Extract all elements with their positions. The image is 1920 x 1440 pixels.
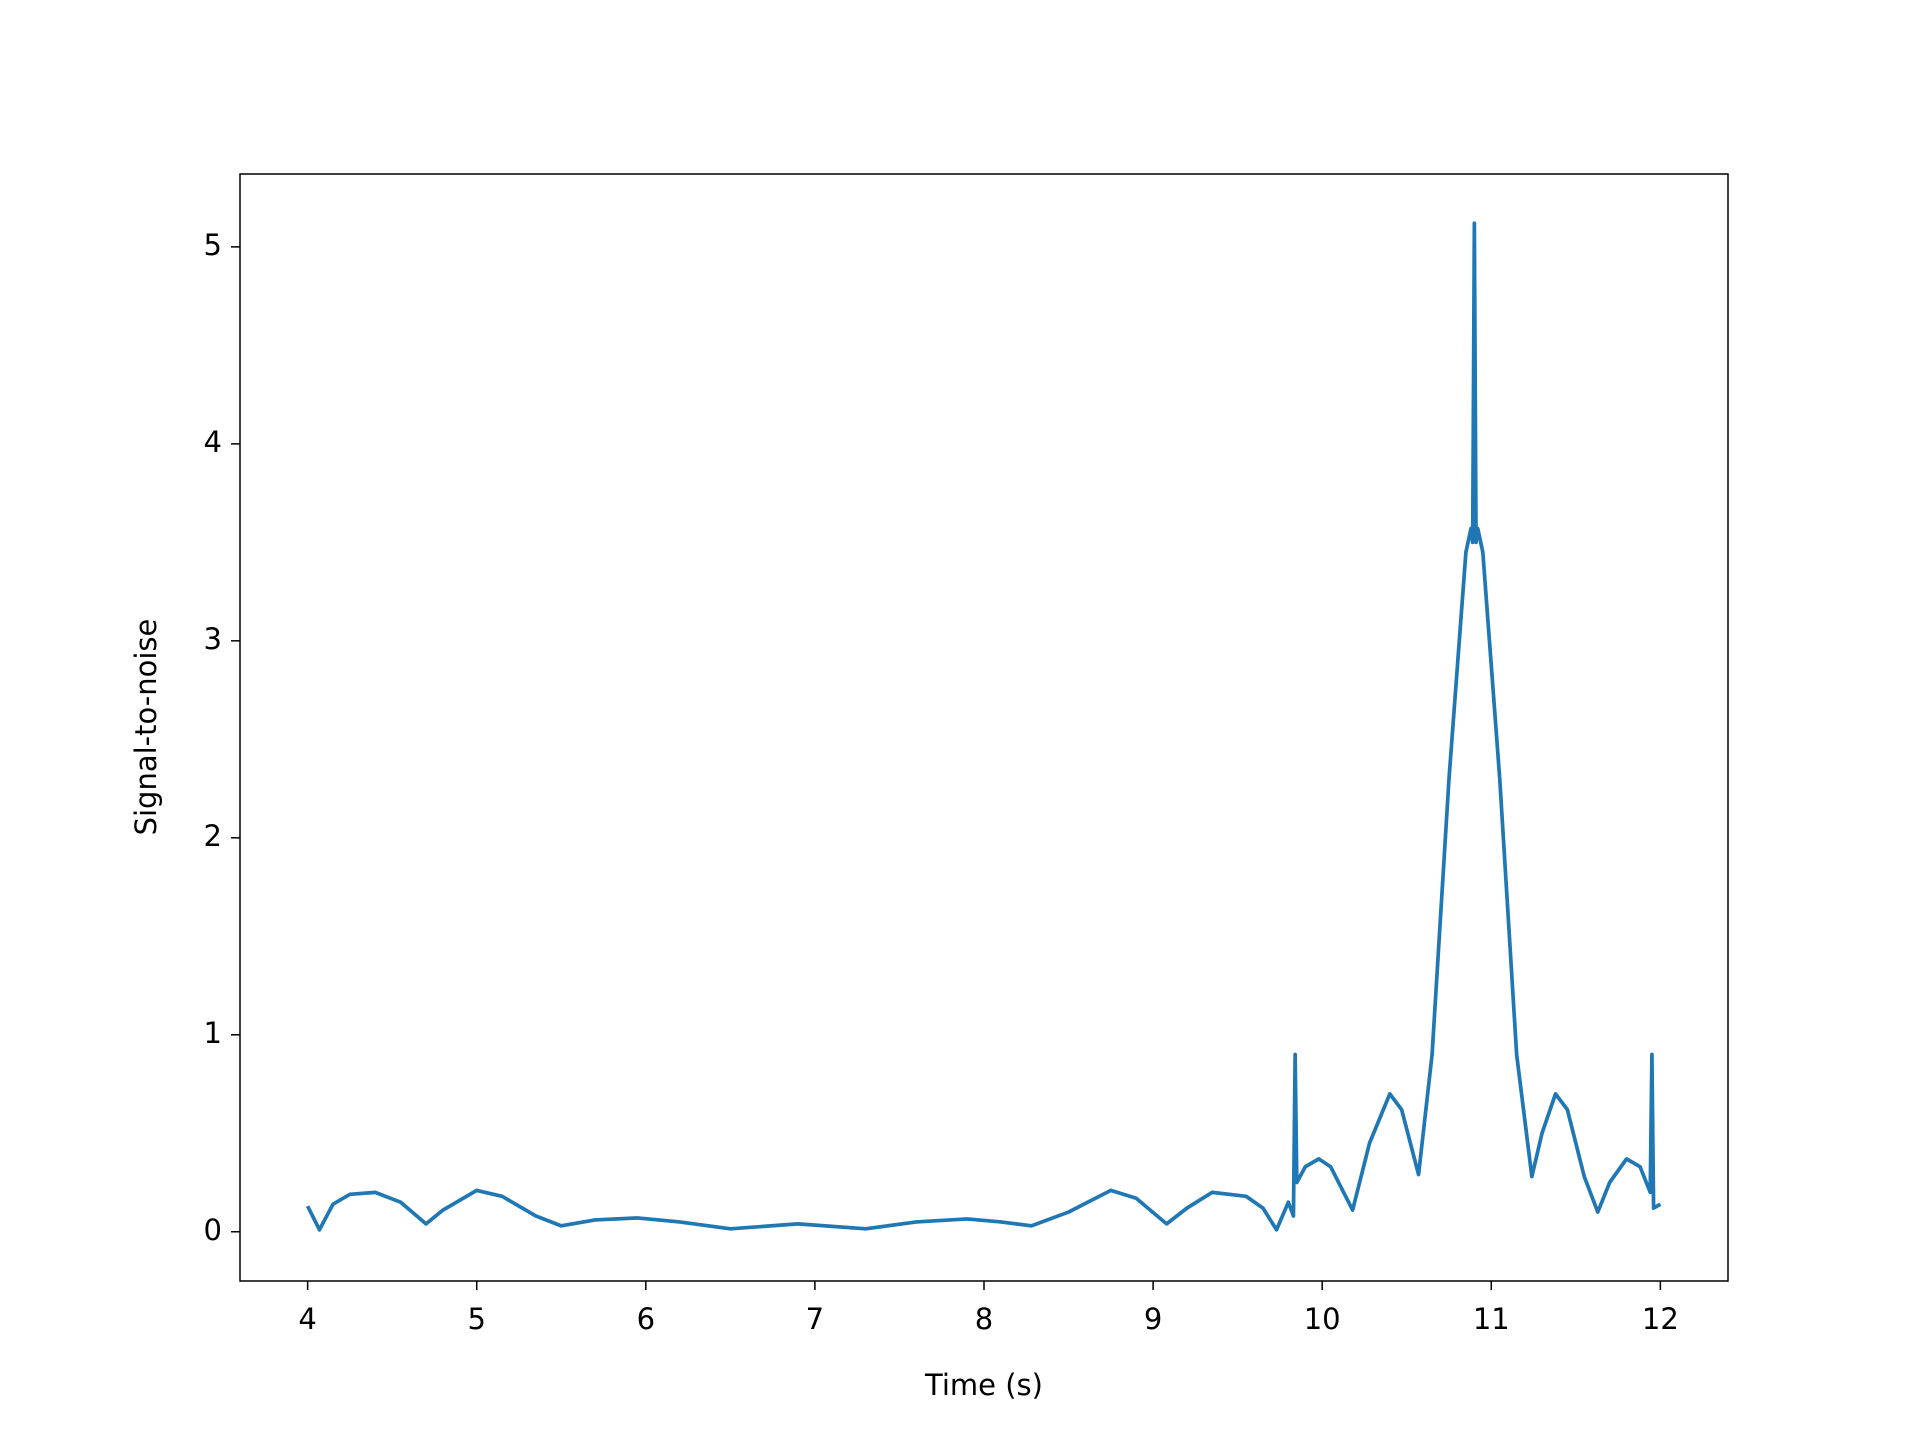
- line-series: [305, 221, 1662, 1232]
- y-axis-label: Signal-to-noise: [129, 619, 163, 836]
- x-tick-label: 12: [1642, 1302, 1679, 1336]
- x-tick-label: 6: [637, 1302, 655, 1336]
- x-tick-label: 11: [1473, 1302, 1510, 1336]
- axes-frame: [239, 173, 1729, 1282]
- y-tick-label: 4: [204, 425, 222, 459]
- y-tick-label: 0: [204, 1213, 222, 1247]
- y-tick-label: 3: [204, 622, 222, 656]
- x-tick-label: 9: [1144, 1302, 1162, 1336]
- y-tick-label: 2: [204, 819, 222, 853]
- y-tick-label: 1: [204, 1016, 222, 1050]
- x-tick-label: 5: [468, 1302, 486, 1336]
- x-axis-label: Time (s): [924, 1368, 1043, 1402]
- x-tick-label: 4: [298, 1302, 316, 1336]
- x-tick-label: 7: [806, 1302, 824, 1336]
- y-tick-label: 5: [204, 228, 222, 262]
- x-tick-label: 8: [975, 1302, 993, 1336]
- x-tick-label: 10: [1304, 1302, 1341, 1336]
